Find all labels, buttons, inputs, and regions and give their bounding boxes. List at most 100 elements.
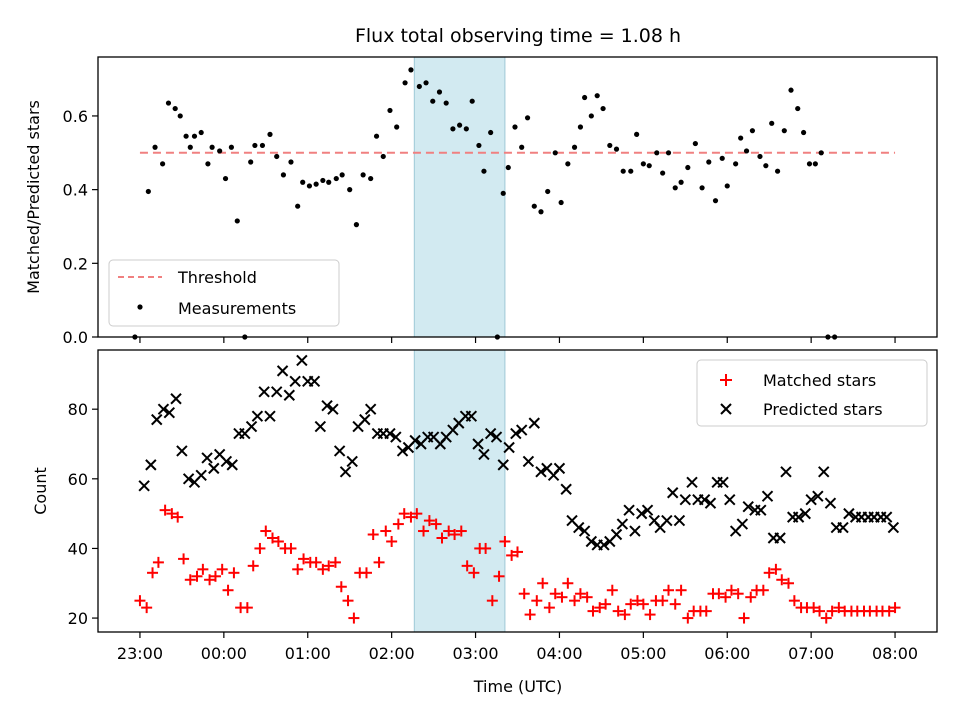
legend-measurements-label: Measurements: [178, 299, 296, 318]
predicted-star-point: [717, 476, 729, 489]
top-y-tick-label: 0.0: [63, 328, 88, 347]
measurement-point: [373, 133, 380, 139]
matched-star-point: [216, 563, 228, 575]
matched-star-point: [342, 595, 354, 607]
measurement-point: [749, 128, 756, 134]
predicted-star-point: [157, 403, 170, 415]
measurement-point: [565, 161, 571, 167]
matched-star-point: [152, 556, 164, 568]
matched-star-point: [285, 542, 297, 554]
legend-threshold-label: Threshold: [177, 268, 257, 287]
matched-star-point: [367, 529, 379, 541]
measurement-point: [628, 168, 634, 174]
matched-star-point: [682, 612, 694, 624]
measurement-point: [347, 187, 353, 193]
top-y-tick-label: 0.2: [63, 254, 88, 273]
legend-matched-swatch: [720, 374, 732, 386]
measurement-point: [457, 122, 463, 128]
predicted-star-point: [780, 466, 792, 478]
predicted-star-point: [264, 410, 276, 422]
x-tick-label: 06:00: [704, 644, 750, 663]
predicted-star-point: [553, 462, 566, 475]
predicted-star-point: [560, 483, 572, 495]
bottom-panel: 20 40 60 80 23:00 00:00 01:00 02:00 03:00 04:00 0…: [31, 349, 938, 663]
predicted-star-point: [176, 445, 188, 457]
predicted-star-point: [270, 386, 283, 398]
matched-star-point: [298, 553, 310, 565]
predicted-star-point: [409, 434, 421, 447]
matched-star-point: [411, 508, 423, 520]
predicted-star-point: [339, 466, 352, 478]
legend-measurements-swatch: [137, 304, 143, 310]
matched-star-point: [814, 605, 826, 617]
bottom-x-ticks: 23:00 00:00 01:00 02:00 03:00 04:00 05:00 06:00…: [117, 632, 918, 663]
matched-star-point: [763, 567, 775, 579]
predicted-star-point: [755, 504, 767, 516]
predicted-star-point: [327, 403, 339, 415]
predicted-star-point: [724, 493, 736, 506]
predicted-star-point: [673, 514, 686, 527]
predicted-star-point: [528, 417, 540, 429]
measurement-point: [706, 159, 712, 165]
measurement-point: [719, 155, 725, 161]
matched-star-point: [713, 588, 725, 600]
predicted-star-point: [346, 455, 358, 468]
measurement-point: [209, 144, 215, 150]
measurement-point: [654, 150, 660, 156]
measurement-point: [640, 161, 646, 167]
predicted-star-point: [321, 399, 333, 412]
matched-star-point: [594, 602, 606, 614]
predicted-star-point: [635, 507, 648, 520]
predicted-star-point: [805, 493, 817, 506]
measurement-point: [607, 142, 613, 149]
matched-star-point: [826, 605, 838, 617]
predicted-star-point: [497, 459, 509, 471]
matched-star-point: [883, 605, 895, 617]
matched-star-point: [380, 525, 392, 537]
matched-star-point: [335, 581, 347, 593]
matched-star-point: [506, 549, 518, 561]
measurement-point: [469, 98, 475, 104]
measurement-point: [678, 179, 684, 185]
matched-star-point: [574, 588, 586, 600]
matched-star-point: [141, 602, 153, 614]
matched-star-point: [543, 602, 555, 614]
predicted-star-point: [742, 500, 754, 513]
predicted-star-point: [736, 518, 749, 530]
measurement-point: [788, 87, 794, 93]
matched-star-point: [392, 518, 404, 530]
bottom-y-tick-label: 20: [68, 609, 88, 628]
predicted-star-point: [283, 389, 295, 401]
matched-star-point: [788, 595, 800, 607]
bottom-y-tick-label: 60: [68, 470, 88, 489]
predicted-star-point: [314, 420, 327, 433]
matched-star-point: [644, 609, 656, 621]
predicted-star-point: [163, 406, 176, 419]
predicted-star-point: [138, 480, 150, 492]
matched-star-point: [569, 595, 581, 607]
measurement-point: [177, 113, 183, 119]
predicted-star-point: [887, 521, 900, 534]
measurement-point: [333, 175, 339, 182]
matched-star-point: [254, 542, 266, 554]
measurement-point: [443, 100, 449, 106]
matched-star-point: [272, 535, 284, 547]
measurement-point: [252, 142, 258, 149]
measurement-point: [512, 124, 518, 130]
measurement-point: [577, 124, 584, 130]
bottom-highlight-span: [413, 349, 506, 633]
predicted-star-point: [484, 427, 497, 440]
predicted-star-point: [812, 490, 824, 502]
top-y-axis-label: Matched/Predicted stars: [24, 100, 43, 294]
measurement-point: [692, 140, 698, 147]
matched-star-point: [770, 563, 782, 575]
matched-star-point: [537, 577, 549, 589]
measurement-point: [450, 126, 456, 132]
top-legend-box: [108, 259, 340, 327]
measurement-point: [430, 98, 436, 104]
matched-star-point: [720, 591, 732, 603]
predicted-star-point: [151, 413, 163, 426]
matched-star-point: [430, 518, 442, 530]
matched-star-point: [386, 535, 398, 547]
matched-star-point: [669, 598, 681, 610]
